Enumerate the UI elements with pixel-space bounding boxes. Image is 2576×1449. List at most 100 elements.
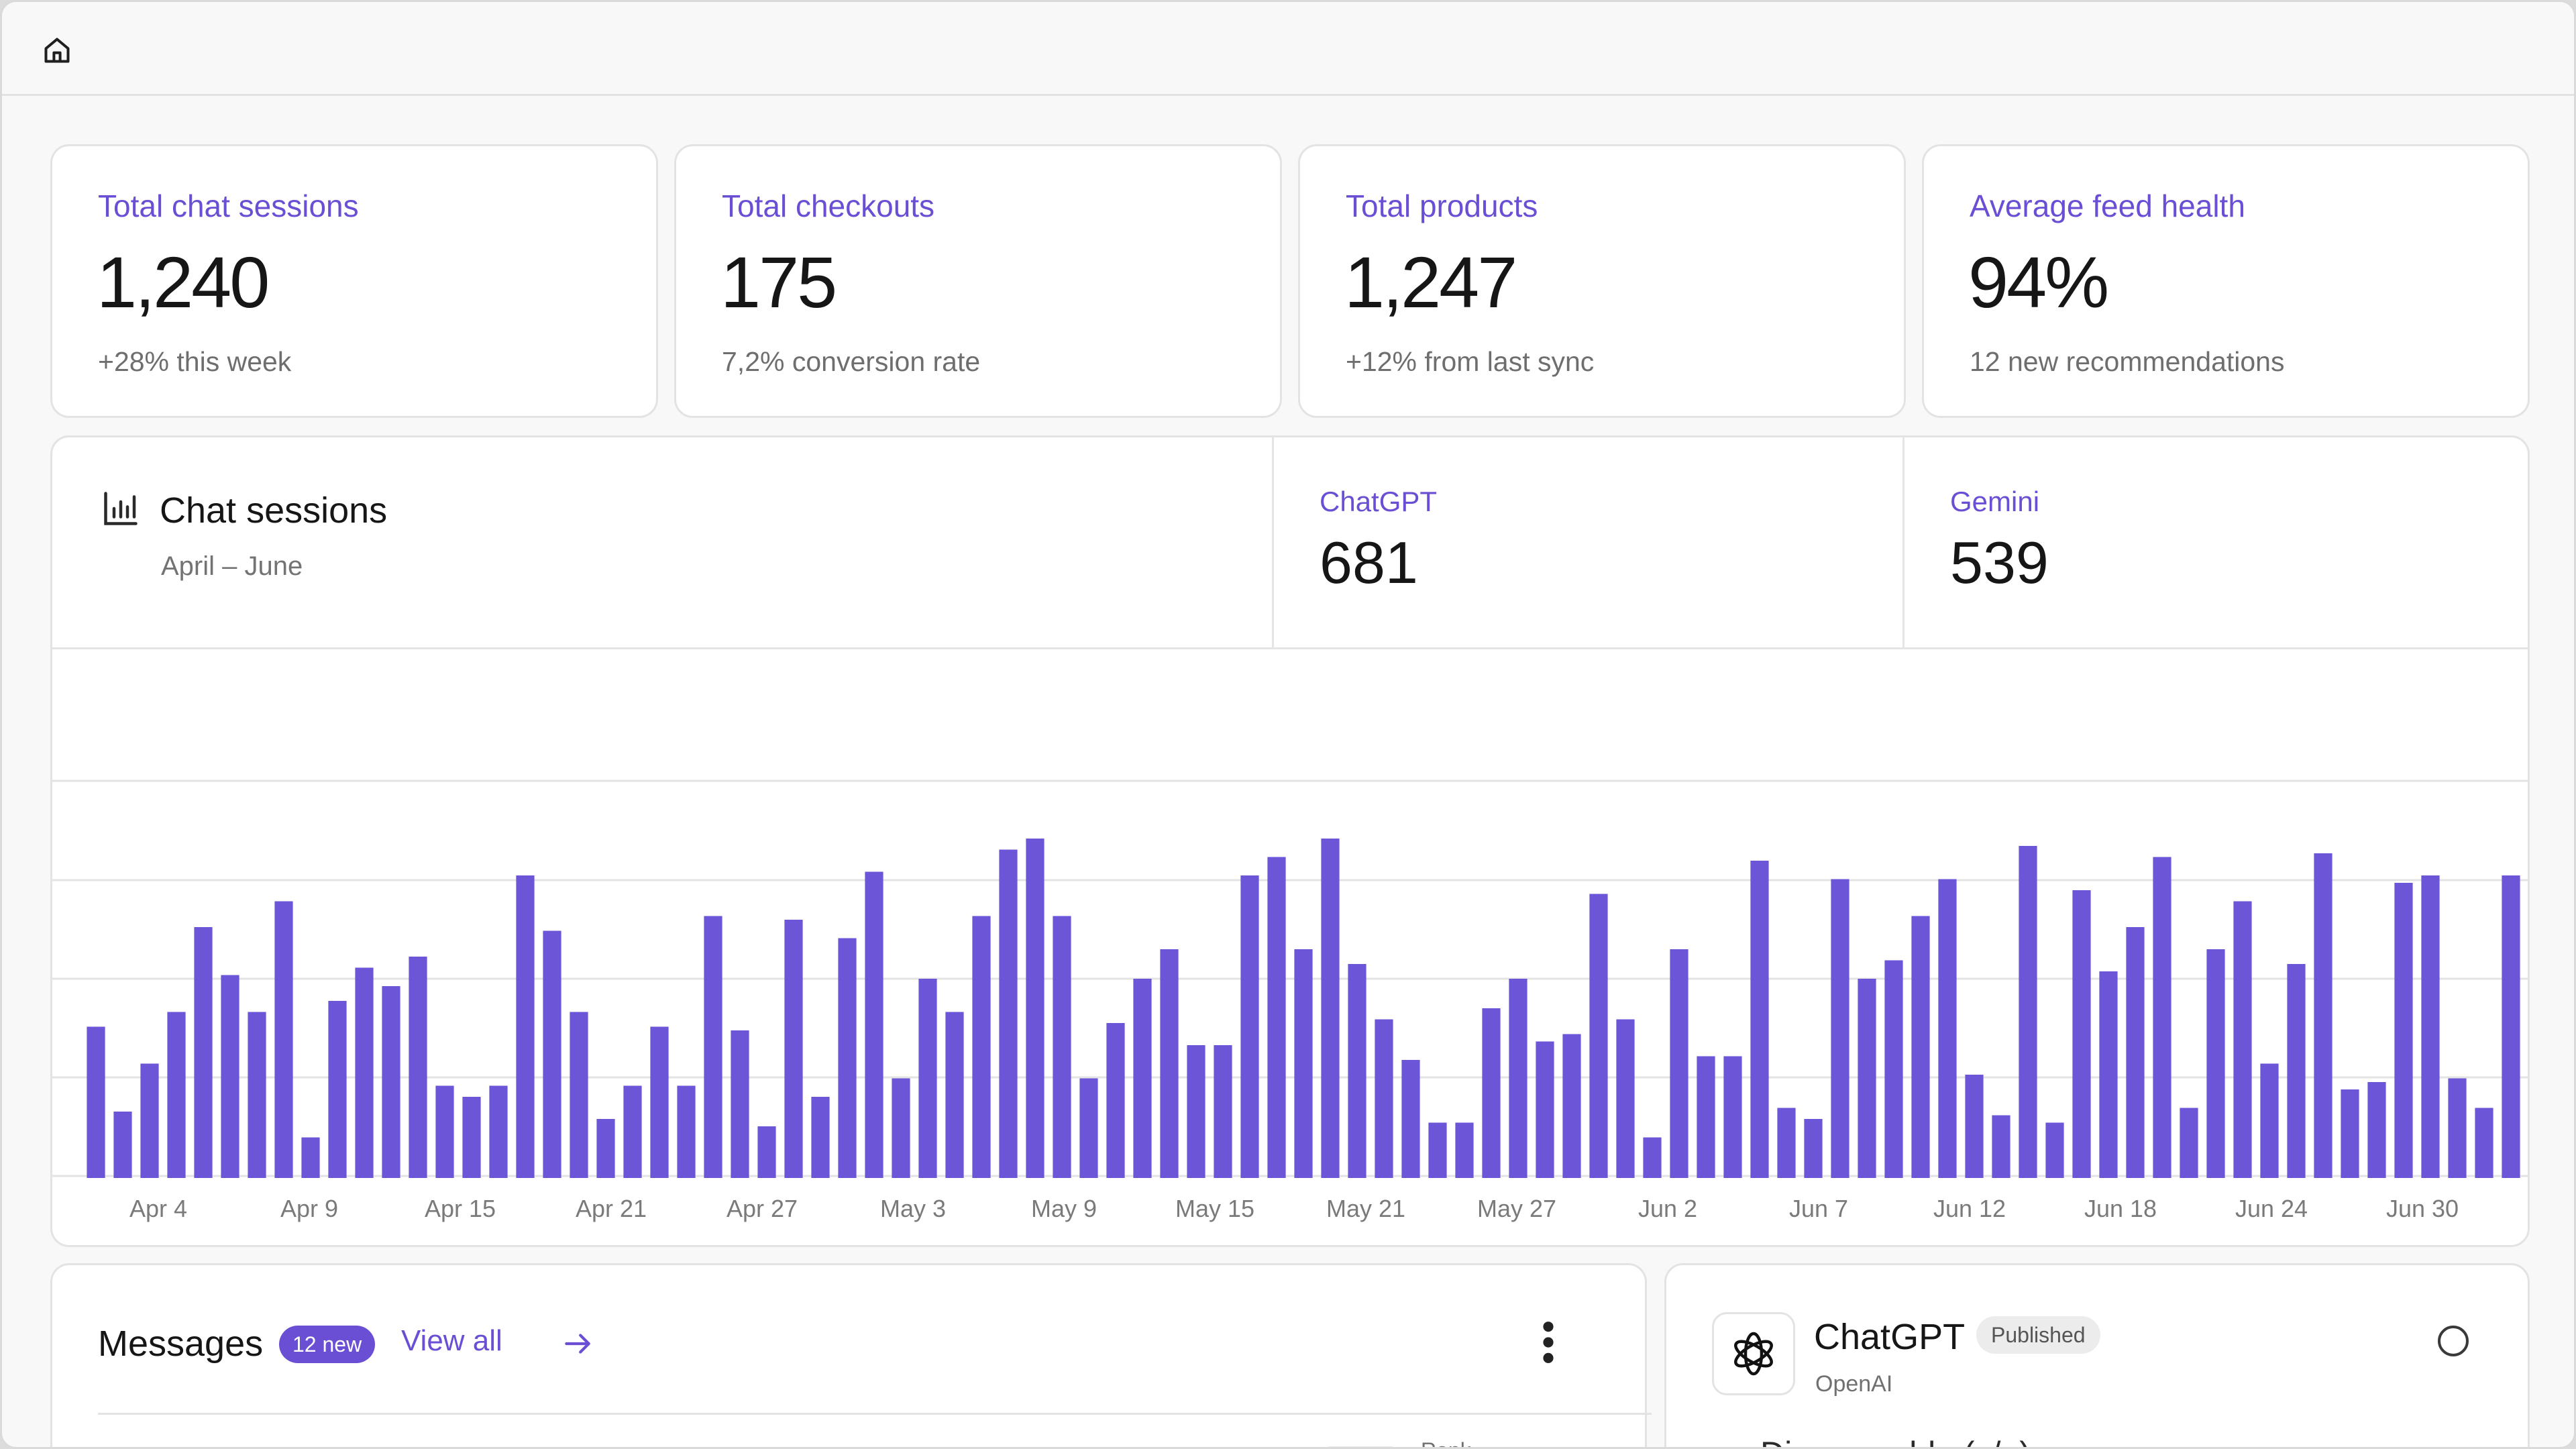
chart-bar[interactable] <box>2019 846 2037 1178</box>
chart-bar[interactable] <box>1053 916 1071 1179</box>
x-tick-label: Apr 27 <box>727 1195 798 1222</box>
chart-bar[interactable] <box>757 1126 776 1178</box>
chart-bar[interactable] <box>1509 979 1527 1178</box>
chart-bar[interactable] <box>2448 1078 2467 1179</box>
chart-bar[interactable] <box>999 849 1018 1179</box>
chart-bar[interactable] <box>2233 901 2252 1179</box>
chart-bar[interactable] <box>2341 1089 2359 1178</box>
chart-bar[interactable] <box>1240 875 1259 1178</box>
chart-bar[interactable] <box>1536 1041 1554 1179</box>
chart-bar[interactable] <box>1321 839 1340 1178</box>
chart-bar[interactable] <box>1750 861 1769 1178</box>
agent-select-radio[interactable] <box>2438 1326 2469 1356</box>
chart-bar[interactable] <box>2126 927 2145 1178</box>
chart-bar[interactable] <box>1079 1078 1098 1179</box>
chart-bar[interactable] <box>892 1078 910 1179</box>
chart-bar[interactable] <box>2099 971 2118 1178</box>
chart-bar[interactable] <box>1401 1060 1420 1178</box>
series-summary-gemini[interactable]: Gemini 539 <box>1902 437 2530 649</box>
chart-bar[interactable] <box>1804 1119 1823 1178</box>
chart-bar[interactable] <box>1160 949 1179 1178</box>
chart-bar[interactable] <box>1670 949 1688 1178</box>
chart-bar[interactable] <box>1884 960 1903 1179</box>
chart-bar[interactable] <box>918 979 937 1178</box>
chart-bar[interactable] <box>2180 1108 2198 1179</box>
chart-bar[interactable] <box>2153 857 2171 1179</box>
chart-bar[interactable] <box>355 967 374 1179</box>
chart-bar[interactable] <box>945 1012 964 1179</box>
chart-bar[interactable] <box>2045 1122 2064 1179</box>
chart-bar[interactable] <box>623 1085 642 1179</box>
chart-bar[interactable] <box>1455 1122 1474 1179</box>
chart-bar[interactable] <box>1348 964 1366 1178</box>
chart-bar[interactable] <box>543 930 561 1179</box>
chart-bar[interactable] <box>784 920 803 1178</box>
chart-bar[interactable] <box>113 1112 132 1178</box>
chevron-down-icon[interactable] <box>1728 1441 1748 1449</box>
chart-bar[interactable] <box>1294 949 1313 1178</box>
chart-bar[interactable] <box>140 1063 159 1179</box>
home-icon[interactable] <box>41 36 73 65</box>
chart-bar[interactable] <box>167 1012 186 1179</box>
chart-bar[interactable] <box>972 916 991 1179</box>
view-all-link[interactable]: View all <box>401 1324 502 1357</box>
chart-bar[interactable] <box>1777 1108 1796 1179</box>
chart-bar[interactable] <box>2206 949 2225 1178</box>
chart-bar[interactable] <box>489 1085 508 1179</box>
chart-bar[interactable] <box>2072 890 2091 1178</box>
chart-bar[interactable] <box>274 901 293 1179</box>
chart-bar[interactable] <box>1562 1034 1581 1179</box>
chart-bar[interactable] <box>2502 875 2520 1178</box>
chart-bar[interactable] <box>2367 1082 2386 1178</box>
chart-bar[interactable] <box>87 1026 105 1179</box>
chart-bar[interactable] <box>2421 875 2440 1178</box>
chart-bar[interactable] <box>2475 1108 2493 1179</box>
chart-bar[interactable] <box>1723 1056 1742 1179</box>
chart-bar[interactable] <box>301 1137 320 1179</box>
chart-bar[interactable] <box>221 975 239 1179</box>
chart-bar[interactable] <box>2287 964 2306 1178</box>
chart-bar[interactable] <box>1187 1045 1205 1178</box>
chart-bar[interactable] <box>1428 1122 1447 1179</box>
chart-bar[interactable] <box>435 1085 454 1179</box>
chart-bar[interactable] <box>1482 1008 1501 1178</box>
chart-bar[interactable] <box>1831 879 1849 1179</box>
chart-bar[interactable] <box>1643 1137 1662 1179</box>
chart-bar[interactable] <box>811 1097 830 1178</box>
chart-bar[interactable] <box>328 1001 347 1178</box>
chart-bar[interactable] <box>865 871 883 1179</box>
chart-bar[interactable] <box>516 875 535 1178</box>
chart-bar[interactable] <box>1858 979 1876 1178</box>
chart-bar[interactable] <box>2394 883 2413 1178</box>
chart-bar[interactable] <box>1267 857 1286 1179</box>
chart-bar[interactable] <box>2314 853 2332 1178</box>
chart-bar[interactable] <box>838 938 857 1179</box>
chart-bar[interactable] <box>409 957 427 1178</box>
chart-bar[interactable] <box>1133 979 1152 1178</box>
chart-bar[interactable] <box>1697 1056 1715 1179</box>
chart-bar[interactable] <box>1589 894 1608 1179</box>
chart-bar[interactable] <box>1938 879 1957 1179</box>
series-summary-chatgpt[interactable]: ChatGPT 681 <box>1272 437 1902 649</box>
chart-bar[interactable] <box>1214 1045 1232 1178</box>
chart-bar[interactable] <box>382 986 400 1178</box>
chart-bar[interactable] <box>704 916 722 1179</box>
chart-bar[interactable] <box>596 1119 615 1178</box>
chart-bar[interactable] <box>677 1085 696 1179</box>
chart-bar[interactable] <box>1106 1023 1125 1178</box>
more-options-icon[interactable] <box>1540 1319 1556 1366</box>
chart-bar[interactable] <box>650 1026 669 1179</box>
chart-bar[interactable] <box>570 1012 588 1179</box>
arrow-right-icon[interactable] <box>561 1327 594 1360</box>
chart-bar[interactable] <box>1965 1075 1984 1178</box>
chart-bar[interactable] <box>731 1030 749 1178</box>
chart-bar[interactable] <box>1911 916 1930 1179</box>
chart-bar[interactable] <box>2260 1063 2279 1179</box>
chart-bar[interactable] <box>1026 839 1044 1178</box>
chart-bar[interactable] <box>462 1097 481 1178</box>
chart-bar[interactable] <box>1375 1019 1393 1179</box>
chart-bar[interactable] <box>1616 1019 1635 1179</box>
chart-bar[interactable] <box>194 927 213 1178</box>
chart-bar[interactable] <box>1992 1115 2010 1179</box>
chart-bar[interactable] <box>248 1012 266 1179</box>
